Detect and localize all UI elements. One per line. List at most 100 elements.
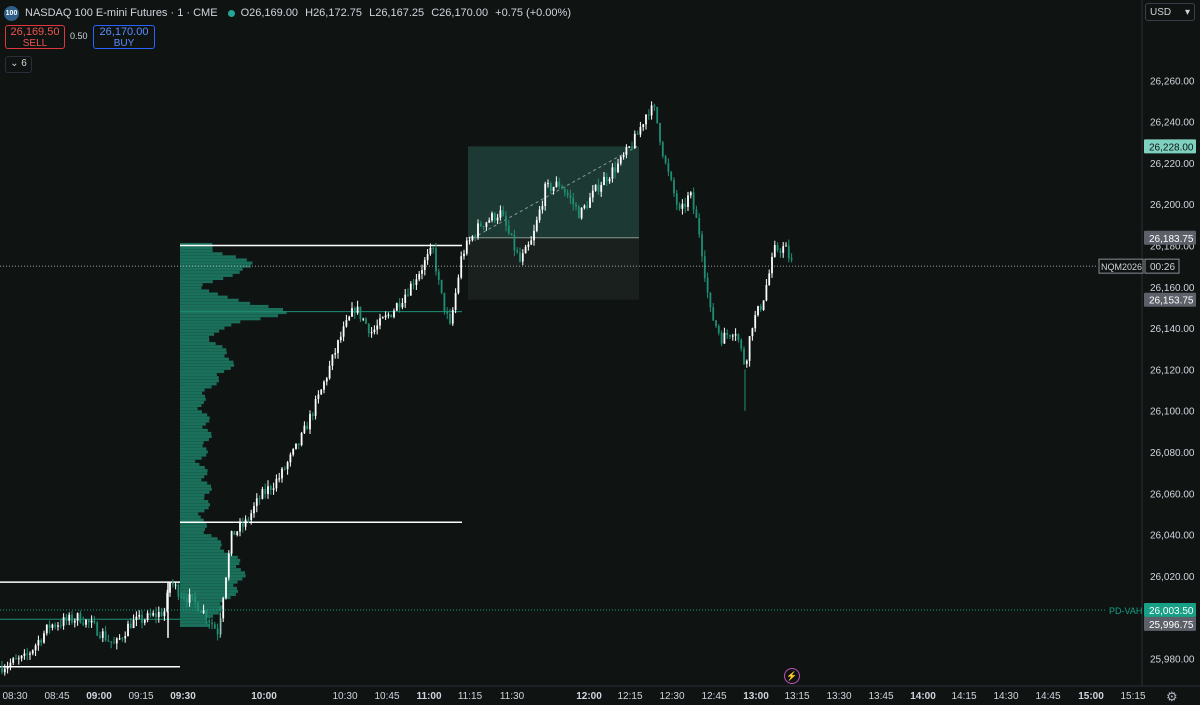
profile-bar	[180, 537, 218, 541]
candle-body	[244, 519, 247, 527]
profile-bar	[180, 252, 223, 256]
pd-vah-label: PD-VAH	[1109, 606, 1142, 616]
candle-body	[496, 217, 499, 221]
profile-bar	[180, 441, 204, 445]
candle-body	[580, 207, 583, 219]
candle-body	[71, 614, 73, 623]
candle-body	[437, 271, 440, 280]
profile-bar	[180, 277, 224, 281]
x-tick-label: 11:30	[500, 691, 525, 702]
candle-body	[65, 617, 68, 621]
spread-value: 0.50	[70, 31, 88, 41]
profile-bar	[180, 450, 208, 454]
candle-body	[558, 181, 561, 187]
profile-bar	[180, 611, 219, 615]
gear-icon[interactable]: ⚙	[1166, 689, 1178, 704]
candle-body	[213, 624, 216, 629]
candle-body	[695, 209, 698, 218]
x-tick-label: 08:45	[44, 691, 69, 702]
profile-bar	[180, 453, 207, 457]
candle-body	[155, 613, 157, 618]
profile-bar	[180, 438, 209, 442]
candle-body	[757, 306, 759, 316]
candle-body	[191, 594, 194, 596]
candle-body	[703, 256, 706, 278]
profile-bar	[180, 447, 207, 451]
candle-body	[6, 666, 9, 669]
candle-body	[463, 253, 465, 257]
profile-bar	[180, 342, 216, 346]
candle-body	[720, 332, 723, 344]
candle-body	[647, 114, 650, 116]
candle-body	[451, 309, 454, 324]
candle-body	[790, 258, 793, 260]
candle-body	[85, 619, 87, 625]
profile-bar	[180, 472, 208, 476]
candle-body	[199, 611, 202, 613]
symbol-logo-icon: 100	[4, 5, 19, 21]
candle-body	[460, 256, 463, 278]
candle-body	[751, 328, 754, 337]
candle-body	[115, 638, 118, 644]
x-tick-label: 14:15	[951, 691, 976, 702]
candle-body	[188, 594, 191, 603]
candle-body	[692, 192, 695, 210]
candle-body	[373, 329, 376, 333]
lightning-icon[interactable]: ⚡	[784, 668, 800, 684]
candle-body	[552, 187, 555, 192]
candle-body	[197, 602, 199, 612]
candle-body	[149, 613, 152, 616]
x-tick-label: 13:00	[743, 691, 769, 702]
candle-body	[73, 620, 76, 623]
profile-bar	[180, 506, 209, 510]
candle-body	[712, 307, 715, 321]
x-tick-label: 12:30	[659, 691, 684, 702]
profile-bar	[180, 596, 231, 600]
profile-bar	[180, 509, 205, 513]
candle-body	[485, 222, 488, 227]
candle-body	[468, 240, 471, 242]
candle-body	[698, 217, 701, 235]
candle-body	[787, 245, 790, 259]
sell-price: 26,169.50	[10, 26, 60, 38]
candle-body	[211, 622, 213, 625]
x-tick-label: 09:00	[86, 691, 112, 702]
symbol-title[interactable]: NASDAQ 100 E-mini Futures · 1 · CME	[25, 7, 218, 19]
candle-body	[236, 531, 239, 535]
candle-body	[124, 636, 127, 639]
candle-body	[174, 584, 177, 586]
candle-body	[337, 340, 339, 353]
candle-body	[264, 489, 267, 495]
candle-body	[513, 235, 516, 251]
sell-button[interactable]: 26,169.50 SELL	[5, 25, 65, 49]
symbol-tag	[1098, 258, 1144, 274]
indicators-collapse-button[interactable]: ⌄ 6	[5, 56, 32, 73]
x-tick-label: 11:00	[416, 691, 441, 702]
currency-select[interactable]: USD ▾	[1145, 3, 1195, 21]
x-tick-label: 10:30	[332, 691, 357, 702]
candle-body	[586, 205, 589, 208]
profile-bar	[180, 329, 220, 333]
buy-button[interactable]: 26,170.00 BUY	[93, 25, 155, 49]
profile-bar	[180, 323, 232, 327]
candle-body	[505, 215, 507, 226]
candle-body	[407, 294, 409, 296]
candle-body	[524, 246, 527, 254]
candles	[1, 101, 793, 676]
x-tick-label: 08:30	[2, 691, 27, 702]
profile-bar	[180, 512, 199, 516]
candle-body	[572, 198, 575, 205]
candle-body	[185, 598, 188, 603]
candle-body	[292, 448, 295, 455]
profile-bar	[180, 317, 261, 321]
candle-body	[208, 620, 211, 623]
profile-bar	[180, 462, 200, 466]
candle-body	[160, 611, 163, 617]
candle-body	[418, 273, 421, 280]
candle-body	[745, 360, 748, 364]
profile-bar	[180, 360, 234, 364]
x-tick-label: 15:00	[1078, 691, 1104, 702]
y-tick-label: 26,260.00	[1150, 76, 1195, 87]
candle-body	[507, 225, 510, 234]
